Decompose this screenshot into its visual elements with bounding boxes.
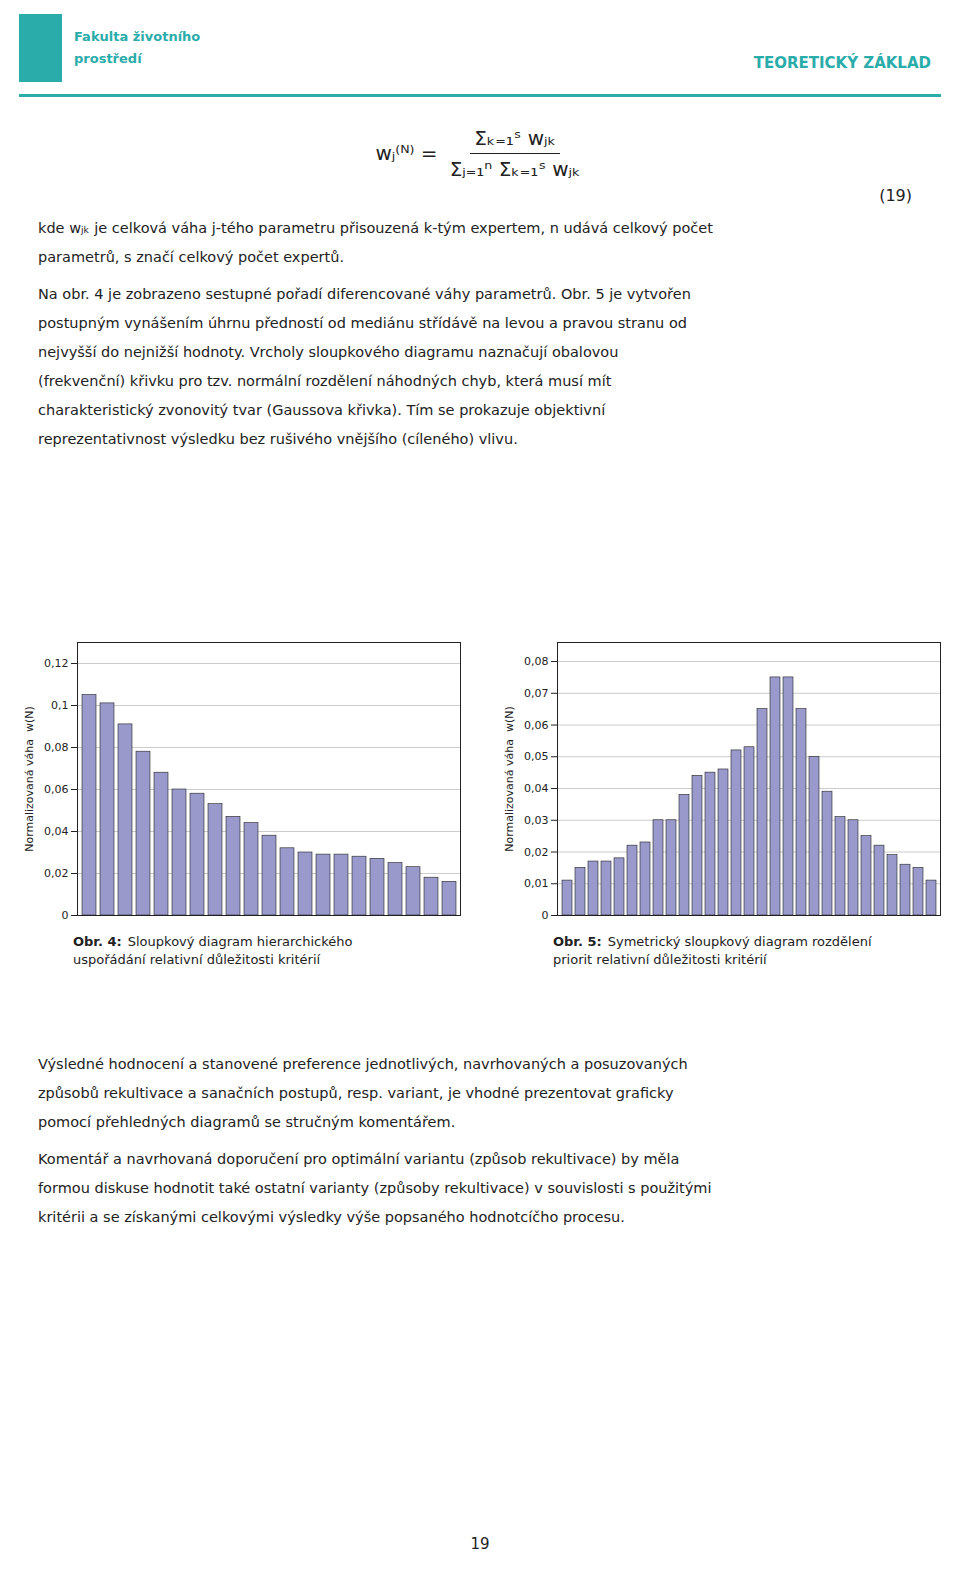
svg-text:0,1: 0,1 (51, 699, 69, 712)
svg-text:0,02: 0,02 (524, 846, 549, 859)
html-text:Komentář a navrhovaná doporuče: Komentář a navrhovaná doporučení pro opt… (38, 1151, 712, 1225)
svg-text:0,06: 0,06 (44, 783, 69, 796)
svg-text:Normalizovaná váha w(N): Normalizovaná váha w(N) (23, 706, 36, 852)
html-text:Výsledné hodnocení a stanovené: Výsledné hodnocení a stanovené preferenc… (38, 1056, 688, 1130)
svg-text:0,05: 0,05 (524, 750, 549, 763)
svg-text:0,08: 0,08 (44, 741, 69, 754)
svg-text:0: 0 (62, 909, 69, 922)
svg-text:0,04: 0,04 (524, 782, 549, 795)
svg-text:Normalizovaná váha w(N): Normalizovaná váha w(N) (503, 706, 516, 852)
html-text:Obr. 5: Symetrický sloupkový d: Obr. 5: Symetrický sloupkový diagram roz… (553, 934, 872, 967)
svg-text:0,01: 0,01 (524, 877, 549, 890)
html-text:Σₖ₌₁ˢ wⱼₖ: Σₖ₌₁ˢ wⱼₖ (474, 125, 557, 150)
svg-text:0,06: 0,06 (524, 719, 549, 732)
html-text:Fakulta životního: Fakulta životního (74, 29, 201, 44)
html-text:Σⱼ₌₁ⁿ Σₖ₌₁ˢ wⱼₖ: Σⱼ₌₁ⁿ Σₖ₌₁ˢ wⱼₖ (449, 156, 581, 181)
svg-text:0,02: 0,02 (44, 867, 69, 880)
svg-text:0,03: 0,03 (524, 814, 549, 827)
html-text:Na obr. 4 je zobrazeno sestupn: Na obr. 4 je zobrazeno sestupné pořadí d… (38, 286, 691, 447)
svg-text:0,04: 0,04 (44, 825, 69, 838)
svg-text:0: 0 (542, 909, 549, 922)
html-text:(19): (19) (879, 186, 912, 205)
svg-text:0,12: 0,12 (44, 657, 69, 670)
html-text:wⱼ⁽ᴺ⁾ =: wⱼ⁽ᴺ⁾ = (375, 141, 438, 165)
html-text:prostředí: prostředí (74, 51, 142, 66)
svg-text:0,08: 0,08 (524, 655, 549, 668)
html-text:19: 19 (470, 1535, 490, 1553)
html-text:kde wⱼₖ je celková váha j-tého: kde wⱼₖ je celková váha j-tého parametru… (38, 220, 713, 265)
svg-text:0,07: 0,07 (524, 687, 549, 700)
html-text:Obr. 4: Sloupkový diagram hier: Obr. 4: Sloupkový diagram hierarchického… (73, 934, 353, 967)
html-text:TEORETICKÝ ZÁKLAD: TEORETICKÝ ZÁKLAD (753, 54, 931, 72)
